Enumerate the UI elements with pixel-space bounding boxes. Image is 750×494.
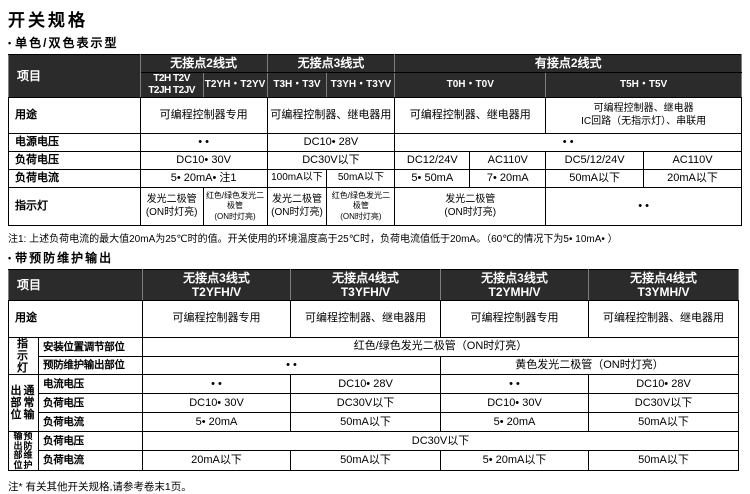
t1-loadi-t0-ac: 7• 20mA <box>469 169 547 188</box>
t1-header-item: 项目 <box>8 54 141 98</box>
t1-loadi-t5-dc: 50mA以下 <box>545 169 645 188</box>
t1-indicator-t3: 发光二极管 (ON时灯亮) <box>266 187 328 226</box>
t2-usage-t3ymh: 可编程控制器、继电器用 <box>588 300 739 338</box>
t1-row-supply-voltage-label: 电源电压 <box>8 133 141 152</box>
t1-usage-t5: 可编程控制器、继电器 IC回路（无指示灯）、串联用 <box>545 97 742 134</box>
t2-header-t2yfh: 无接点3线式 T2YFH/V <box>142 269 291 301</box>
t1-model-t2: T2H T2V T2JH T2JV <box>139 72 204 98</box>
t1-usage-3wire: 可编程控制器、继电器用 <box>266 97 396 134</box>
t1-loadi-2wire: 5• 20mA• 注1 <box>139 169 268 188</box>
t2-normal-load-voltage-label: 负荷电压 <box>38 393 143 414</box>
t1-model-t0: T0H・T0V <box>394 72 547 98</box>
t2-usage-t2yfh: 可编程控制器专用 <box>142 300 291 338</box>
spec-table-single-dual-color: 项目 无接点2线式 无接点3线式 有接点2线式 T2H T2V T2JH T2J… <box>8 54 742 226</box>
t1-row-indicator-label: 指示灯 <box>8 187 141 226</box>
t2-group-indicator: 指 示 灯 <box>8 336 39 376</box>
t2-maintain-load-current-label: 负荷电流 <box>38 450 143 472</box>
t1-row-load-voltage-label: 负荷电压 <box>8 151 141 170</box>
t2-usage-t2ymh: 可编程控制器专用 <box>440 300 589 338</box>
t2-usage-t3yfh: 可编程控制器、继电器用 <box>290 300 441 338</box>
spec-table-preventive-maintenance: 项目 无接点3线式 T2YFH/V 无接点4线式 T3YFH/V 无接点3线式 … <box>8 269 739 472</box>
t2-normal-li-t3ymh: 50mA以下 <box>588 412 739 433</box>
t2-indicator-maintain-right: 黄色发光二极管（ON时灯亮） <box>440 356 739 376</box>
t1-row-usage-label: 用途 <box>8 97 141 134</box>
t2-normal-lv-t3ymh: DC30V以下 <box>588 393 739 414</box>
t2-header-t3yfh: 无接点4线式 T3YFH/V <box>290 269 441 301</box>
t2-normal-lv-t2ymh: DC10• 30V <box>440 393 589 414</box>
t2-header-t2ymh: 无接点3线式 T2YMH/V <box>440 269 589 301</box>
t2-header-t3ymh: 无接点4线式 T3YMH/V <box>588 269 739 301</box>
t1-indicator-t2: 发光二极管 (ON时灯亮) <box>139 187 204 226</box>
t2-maintain-li-t3yfh: 50mA以下 <box>290 450 441 472</box>
t1-loadv-2wire: DC10• 30V <box>139 151 268 170</box>
t1-loadv-t5-ac: AC110V <box>643 151 742 170</box>
t1-supply-3wire: DC10• 28V <box>266 133 396 152</box>
section-1-label: 单色/双色表示型 <box>15 36 119 50</box>
t1-loadi-t5-ac: 20mA以下 <box>643 169 742 188</box>
t1-loadv-t0-ac: AC110V <box>469 151 547 170</box>
page-footnote: 注* 有关其他开关规格,请参考卷末1页。 <box>8 481 192 494</box>
t2-indicator-maintain-label: 预防维护输出部位 <box>38 356 143 376</box>
t1-usage-t0: 可编程控制器、继电器用 <box>394 97 547 134</box>
t1-indicator-t3y: 红色/绿色发光二极管 (ON时灯亮) <box>326 187 396 226</box>
t1-header-group-2wire: 无接点2线式 <box>139 54 268 73</box>
t2-normal-cv-t2ymh: • • <box>440 374 589 395</box>
bullet-icon: • <box>8 37 12 48</box>
t1-supply-contact: • • <box>394 133 742 152</box>
t2-indicator-install-value: 红色/绿色发光二极管（ON时灯亮） <box>142 336 739 358</box>
t1-loadi-t3: 100mA以下 <box>266 169 328 188</box>
t1-supply-2wire: • • <box>139 133 268 152</box>
bullet-icon: • <box>8 252 12 263</box>
t2-maintain-li-t2yfh: 20mA以下 <box>142 450 291 472</box>
t2-normal-current-voltage-label: 电流电压 <box>38 374 143 395</box>
page-title: 开关规格 <box>8 11 88 30</box>
t2-maintain-li-t2ymh: 5• 20mA以下 <box>440 450 589 472</box>
t1-model-t5: T5H・T5V <box>545 72 742 98</box>
t2-normal-li-t3yfh: 50mA以下 <box>290 412 441 433</box>
section-2-label: 带预防维护输出 <box>15 251 114 265</box>
section-1-heading: • 单色/双色表示型 <box>8 34 742 51</box>
t2-normal-cv-t3ymh: DC10• 28V <box>588 374 739 395</box>
t1-row-load-current-label: 负荷电流 <box>8 169 141 188</box>
t1-model-t3y: T3YH・T3YV <box>326 72 396 98</box>
t2-normal-lv-t2yfh: DC10• 30V <box>142 393 291 414</box>
t1-header-group-contact: 有接点2线式 <box>394 54 742 73</box>
t2-row-usage-label: 用途 <box>8 300 143 338</box>
t2-normal-cv-t3yfh: DC10• 28V <box>290 374 441 395</box>
t1-indicator-t5: • • <box>545 187 742 226</box>
t2-normal-load-current-label: 负荷电流 <box>38 412 143 433</box>
t2-group-output-normal: 出通 部常 位输 <box>8 374 39 433</box>
t1-loadv-t5-dc: DC5/12/24V <box>545 151 645 170</box>
t1-loadv-t0-dc: DC12/24V <box>394 151 471 170</box>
t2-indicator-install-label: 安装位置调节部位 <box>38 336 143 358</box>
t2-group-output-maintain: 输预 出防 部维 位护 <box>8 431 39 472</box>
table1-note: 注1: 上述负荷电流的最大值20mA为25℃时的值。开关使用的环境温度高于25℃… <box>8 234 618 245</box>
t1-loadv-3wire: DC30V以下 <box>266 151 396 170</box>
t1-indicator-t0: 发光二极管 (ON时灯亮) <box>394 187 547 226</box>
t1-usage-2wire: 可编程控制器专用 <box>139 97 268 134</box>
t1-loadi-t0-dc: 5• 50mA <box>394 169 471 188</box>
t2-maintain-li-t3ymh: 50mA以下 <box>588 450 739 472</box>
t2-normal-lv-t3yfh: DC30V以下 <box>290 393 441 414</box>
t1-model-t2y: T2YH・T2YV <box>202 72 268 98</box>
t1-loadi-t3y: 50mA以下 <box>326 169 396 188</box>
t2-normal-li-t2yfh: 5• 20mA <box>142 412 291 433</box>
t1-model-t3: T3H・T3V <box>266 72 328 98</box>
section-2-heading: • 带预防维护输出 <box>8 249 742 266</box>
t1-indicator-t2y: 红色/绿色发光二极管 (ON时灯亮) <box>202 187 268 226</box>
t1-header-group-3wire: 无接点3线式 <box>266 54 396 73</box>
t2-normal-li-t2ymh: 5• 20mA <box>440 412 589 433</box>
t2-normal-cv-t2yfh: • • <box>142 374 291 395</box>
t2-header-item: 项目 <box>8 269 143 301</box>
t2-indicator-maintain-left: • • <box>142 356 441 376</box>
